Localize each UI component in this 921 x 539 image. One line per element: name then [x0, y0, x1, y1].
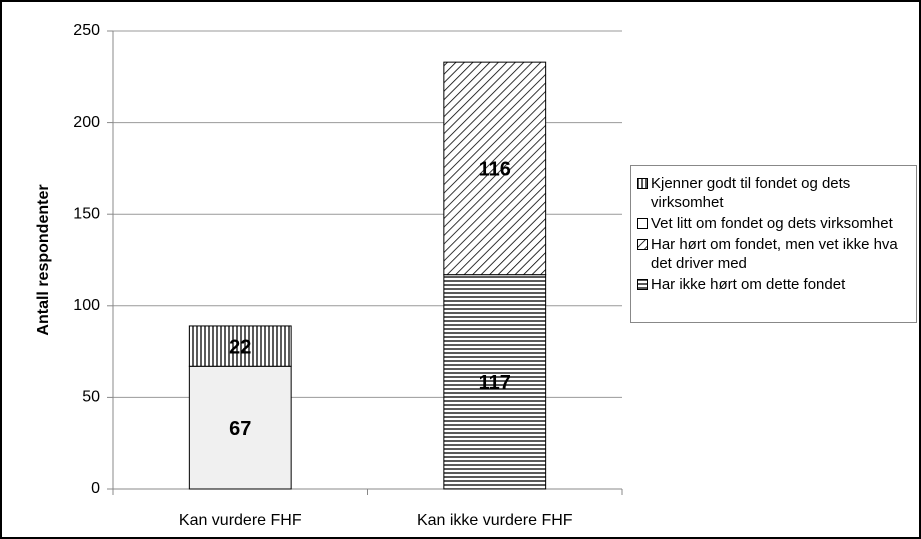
legend-label: Kjenner godt til fondet og dets virksomh… [651, 175, 851, 211]
data-label: 117 [479, 372, 511, 394]
x-tick-label: Kan vurdere FHF [179, 512, 302, 529]
legend-item: Kjenner godt til fondet og dets virksomh… [637, 174, 916, 212]
y-tick-label: 50 [82, 389, 100, 406]
legend-label: Vet litt om fondet og dets virksomhet [651, 215, 893, 232]
data-label: 67 [229, 418, 251, 440]
legend-item: Har ikke hørt om dette fondet [637, 275, 916, 294]
legend-label: Har hørt om fondet, men vet ikke hva det… [651, 236, 898, 272]
y-tick-label: 250 [73, 22, 100, 39]
data-label: 116 [479, 159, 511, 181]
legend-item: Vet litt om fondet og dets virksomhet [637, 214, 916, 233]
y-tick-label: 0 [91, 480, 100, 497]
legend: Kjenner godt til fondet og dets virksomh… [630, 165, 917, 323]
y-tick-label: 150 [73, 205, 100, 222]
y-tick-label: 200 [73, 114, 100, 131]
bar-segment [188, 325, 292, 367]
legend-label: Har ikke hørt om dette fondet [651, 276, 846, 293]
legend-swatch [637, 279, 648, 290]
legend-swatch [637, 239, 648, 250]
legend-item: Har hørt om fondet, men vet ikke hva det… [637, 235, 916, 273]
bar-segment [188, 365, 292, 490]
data-label: 22 [229, 336, 251, 358]
bar-segment [443, 61, 547, 276]
x-tick-label: Kan ikke vurdere FHF [417, 512, 573, 529]
legend-swatch [637, 218, 648, 229]
legend-swatch [637, 178, 648, 189]
y-tick-label: 100 [73, 297, 100, 314]
y-axis-label: Antall respondenter [35, 184, 52, 335]
